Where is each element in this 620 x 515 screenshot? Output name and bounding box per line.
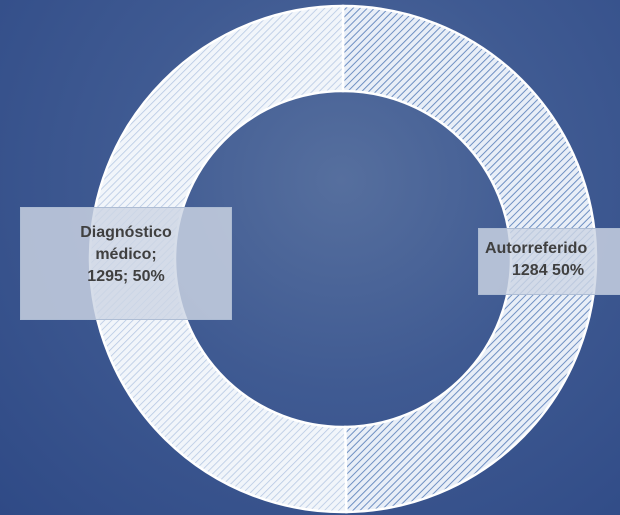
donut-segment xyxy=(341,4,598,514)
value-label: 1284 50% xyxy=(512,262,585,279)
category-label: Autorreferido xyxy=(485,240,588,257)
data-label: Autorreferido 1284 50% xyxy=(478,228,620,295)
value-label: 1295; 50% xyxy=(87,268,165,285)
data-label: Diagnóstico médico; 1295; 50% xyxy=(20,207,232,320)
donut-segment xyxy=(88,4,348,514)
category-label: Diagnóstico médico; xyxy=(80,224,172,263)
